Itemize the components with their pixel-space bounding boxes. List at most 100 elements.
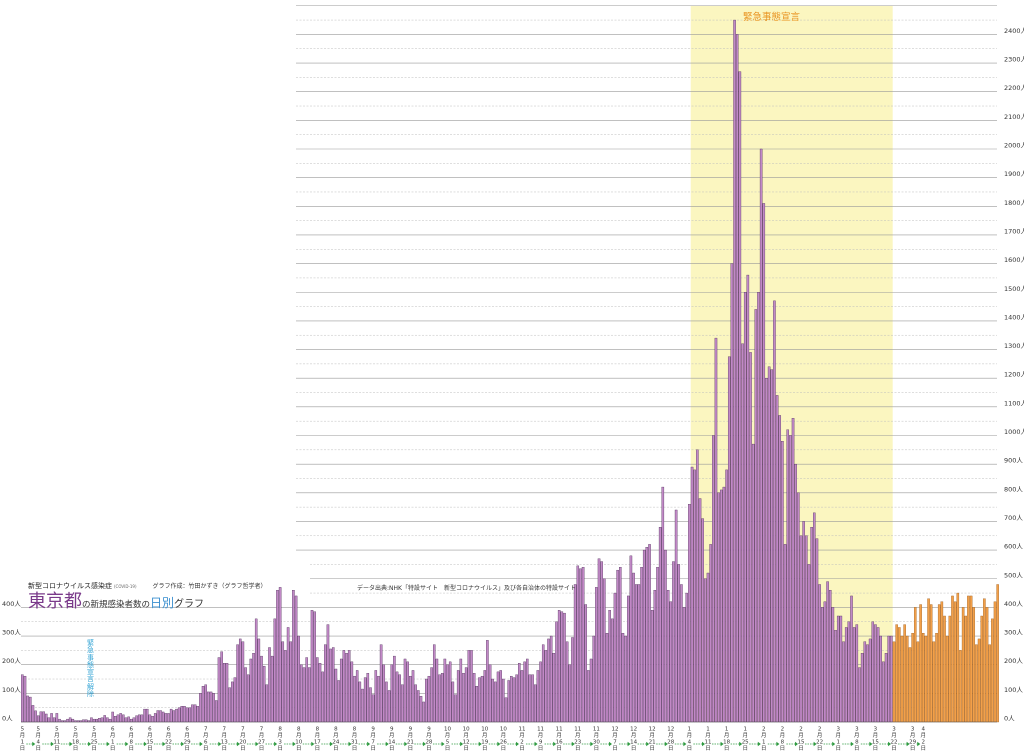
bar <box>470 650 473 723</box>
author-credit: グラフ作成：竹田かずき（グラフ哲学者） <box>152 583 267 590</box>
bar <box>568 664 572 723</box>
bar <box>664 549 667 723</box>
bar <box>103 715 106 723</box>
bar <box>387 690 391 723</box>
bar <box>855 624 859 723</box>
bar <box>175 708 178 723</box>
x-tick-label: 5 月 11 日 <box>53 727 60 753</box>
y-tick-label-right: 800人 <box>1004 485 1023 493</box>
bar <box>879 635 883 723</box>
bar <box>262 665 266 723</box>
bar <box>847 621 851 723</box>
bar <box>286 627 290 723</box>
week-arrow-head <box>311 741 315 747</box>
bar <box>159 710 162 723</box>
bar <box>116 714 120 723</box>
bar <box>47 717 51 723</box>
bar <box>996 584 999 723</box>
bar <box>21 674 24 723</box>
y-tick-label-right: 1300人 <box>1004 342 1024 350</box>
bar <box>345 653 348 723</box>
bar <box>401 684 404 723</box>
y-tick-label-right: 2200人 <box>1004 84 1024 92</box>
bar <box>584 604 588 723</box>
bar <box>55 713 59 723</box>
week-arrow-head <box>32 741 36 747</box>
bar <box>921 633 925 723</box>
bar <box>483 670 487 723</box>
week-arrow-head <box>422 741 426 747</box>
bar <box>815 538 819 723</box>
lift-label: 緊急事態宣言解除 <box>87 639 94 699</box>
bar <box>515 674 518 723</box>
x-axis: 5 月 1 日 5 月 4 日 5 月 11 日 5 月 18 日 5 月 25 日 6 月 1 日 6 月 8 日 6 月 15 日 6 月 22… <box>20 721 997 753</box>
bar <box>430 667 433 723</box>
bar <box>892 641 896 723</box>
bar <box>906 635 909 723</box>
bar <box>496 671 500 723</box>
bar <box>696 449 699 723</box>
bar <box>494 681 497 723</box>
bar <box>427 675 431 723</box>
bar <box>491 678 494 723</box>
y-tick-label-right: 1900人 <box>1004 170 1024 178</box>
data-source: データ出典:NHK「特設サイト 新型コロナウイルス」及び各自治体の特設サイト <box>357 585 576 592</box>
bar <box>252 653 255 723</box>
subtitle-daily: 日別 <box>150 596 175 610</box>
bar <box>807 564 811 723</box>
x-tick-label: 12 月 7 日 <box>611 727 618 753</box>
bar <box>600 561 603 723</box>
x-tick-label: 11 月 23 日 <box>574 727 581 753</box>
bar <box>935 633 938 723</box>
chart-title-block: 新型コロナウイルス感染症 (COVID-19) グラフ作成：竹田かずき（グラフ哲学者… <box>28 581 328 615</box>
bar <box>571 637 574 723</box>
week-arrow-head <box>199 741 203 747</box>
bar <box>443 658 447 723</box>
x-tick-label: 8 月 24 日 <box>332 727 339 753</box>
bar <box>82 719 85 723</box>
bar <box>751 443 755 723</box>
bar <box>369 687 372 723</box>
bar <box>329 648 332 723</box>
bar <box>539 661 542 723</box>
bar <box>616 569 619 723</box>
bar <box>876 627 880 723</box>
bar <box>217 657 221 723</box>
y-tick-label-left: 100人 <box>2 686 21 694</box>
bar <box>148 714 152 723</box>
bar <box>698 498 702 723</box>
bar <box>199 693 202 723</box>
bar <box>231 681 234 723</box>
bar <box>172 710 176 723</box>
bar <box>690 466 694 723</box>
bar <box>284 650 287 723</box>
bar <box>948 615 952 723</box>
bar <box>183 706 186 723</box>
bar <box>632 572 635 723</box>
week-arrow-head <box>590 741 594 747</box>
week-arrow-head <box>367 741 371 747</box>
bar <box>236 644 239 723</box>
bar <box>890 635 893 723</box>
bar <box>533 684 537 723</box>
y-tick-label-right: 2300人 <box>1004 56 1024 64</box>
week-arrow-head <box>757 741 761 747</box>
bar <box>746 274 750 723</box>
bar <box>385 681 388 723</box>
bar <box>526 658 529 723</box>
x-tick-label: 11 月 9 日 <box>537 727 544 753</box>
bar <box>666 590 670 723</box>
bar <box>265 684 269 723</box>
bar <box>967 595 970 723</box>
bar <box>324 644 327 723</box>
bar <box>37 715 40 723</box>
bar <box>765 378 768 723</box>
bar <box>953 601 957 723</box>
bar <box>403 658 407 723</box>
bar <box>353 675 356 723</box>
bar <box>371 694 375 723</box>
x-tick-label: 3 月 29 日 <box>909 727 916 753</box>
